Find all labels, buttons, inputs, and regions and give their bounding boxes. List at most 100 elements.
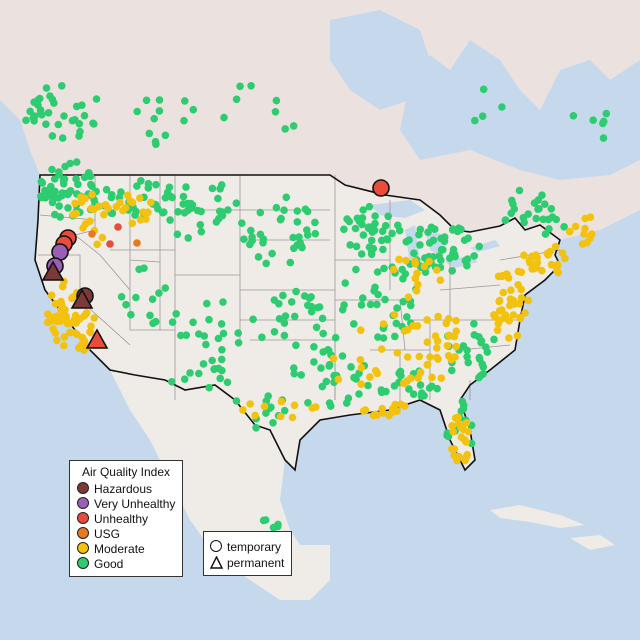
- good-station: [280, 331, 289, 340]
- good-station: [161, 194, 170, 202]
- moderate-station: [461, 456, 469, 465]
- good-station: [371, 212, 379, 220]
- good-station: [268, 249, 276, 258]
- moderate-station: [60, 341, 68, 350]
- good-station: [197, 227, 206, 236]
- good-station: [202, 340, 210, 349]
- moderate-station: [146, 198, 155, 207]
- moderate-station: [516, 314, 525, 323]
- moderate-station: [101, 201, 110, 209]
- moderate-station: [71, 199, 79, 208]
- moderate-station: [80, 340, 88, 349]
- good-station: [50, 175, 59, 183]
- good-station: [307, 302, 316, 311]
- good-station: [459, 401, 468, 410]
- moderate-station: [464, 427, 473, 436]
- good-station: [259, 239, 267, 247]
- good-station: [232, 199, 241, 207]
- moderate-station: [450, 451, 459, 460]
- good-station: [74, 180, 82, 189]
- good-station: [80, 111, 89, 120]
- usg-station: [88, 230, 96, 238]
- good-station: [479, 363, 488, 371]
- usg-swatch: [77, 527, 89, 539]
- moderate-station: [433, 266, 441, 274]
- good-station: [416, 241, 424, 249]
- good-station: [365, 243, 374, 251]
- good-station: [46, 92, 54, 100]
- good-station: [44, 192, 53, 200]
- good-station: [220, 113, 228, 122]
- moderate-station: [449, 427, 458, 436]
- good-station: [108, 209, 117, 218]
- moderate-station: [498, 306, 506, 314]
- good-station: [344, 394, 353, 403]
- good-station: [292, 341, 300, 350]
- good-station: [541, 200, 549, 208]
- good-station: [457, 225, 465, 234]
- moderate-station: [47, 291, 56, 300]
- good-station: [208, 184, 217, 193]
- good-station: [371, 219, 379, 228]
- good-station: [379, 245, 387, 254]
- good-station: [236, 82, 244, 91]
- good-station: [264, 392, 273, 400]
- moderate-station: [93, 240, 101, 249]
- moderate-station: [44, 310, 52, 319]
- good-station: [212, 218, 221, 226]
- moderate-station: [87, 204, 95, 213]
- good-station: [117, 188, 125, 196]
- good-station: [240, 235, 248, 243]
- good-station: [37, 177, 46, 186]
- hispaniola: [570, 535, 615, 550]
- good-station: [102, 185, 111, 194]
- good-station: [66, 159, 74, 168]
- good-station: [409, 390, 418, 399]
- moderate-station: [423, 360, 432, 369]
- moderate-station: [357, 380, 366, 389]
- moderate-station: [538, 266, 546, 275]
- good-station: [381, 221, 390, 230]
- good-station: [148, 295, 157, 304]
- moderate-station: [434, 312, 442, 321]
- legend-label: Unhealthy: [94, 512, 149, 526]
- good-station: [42, 120, 50, 128]
- good-station: [448, 366, 456, 375]
- moderate-station: [288, 413, 297, 422]
- moderate-station: [431, 332, 440, 340]
- good-station: [359, 231, 368, 239]
- moderate-station: [495, 297, 504, 306]
- moderate-station: [452, 327, 461, 336]
- moderate-station: [395, 255, 403, 264]
- good-station: [318, 314, 327, 323]
- good-station: [184, 206, 192, 215]
- good-station: [238, 219, 246, 227]
- good-station: [186, 369, 194, 377]
- very-unhealthy-swatch: [77, 497, 89, 509]
- good-station: [470, 252, 479, 260]
- moderate-station: [49, 325, 57, 333]
- moderate-station: [434, 355, 442, 363]
- hazardous-swatch: [77, 482, 89, 494]
- good-station: [172, 310, 180, 318]
- good-station: [219, 298, 227, 306]
- good-station: [281, 125, 290, 133]
- moderate-station: [426, 353, 434, 361]
- canada-landmass: [0, 0, 640, 250]
- good-station: [36, 94, 44, 103]
- good-station: [287, 298, 296, 306]
- good-station: [524, 210, 532, 218]
- moderate-station: [136, 194, 144, 202]
- good-station: [351, 224, 360, 233]
- moderate-station: [357, 363, 366, 372]
- good-station: [48, 132, 57, 140]
- hazard-markers: [41, 179, 390, 349]
- good-station: [405, 236, 413, 244]
- moderate-station: [390, 311, 399, 319]
- good-station: [515, 186, 524, 195]
- triangle-icon: [210, 556, 223, 569]
- moderate-station: [498, 271, 507, 280]
- good-station: [326, 402, 335, 410]
- good-station: [127, 310, 135, 319]
- good-station: [391, 332, 399, 341]
